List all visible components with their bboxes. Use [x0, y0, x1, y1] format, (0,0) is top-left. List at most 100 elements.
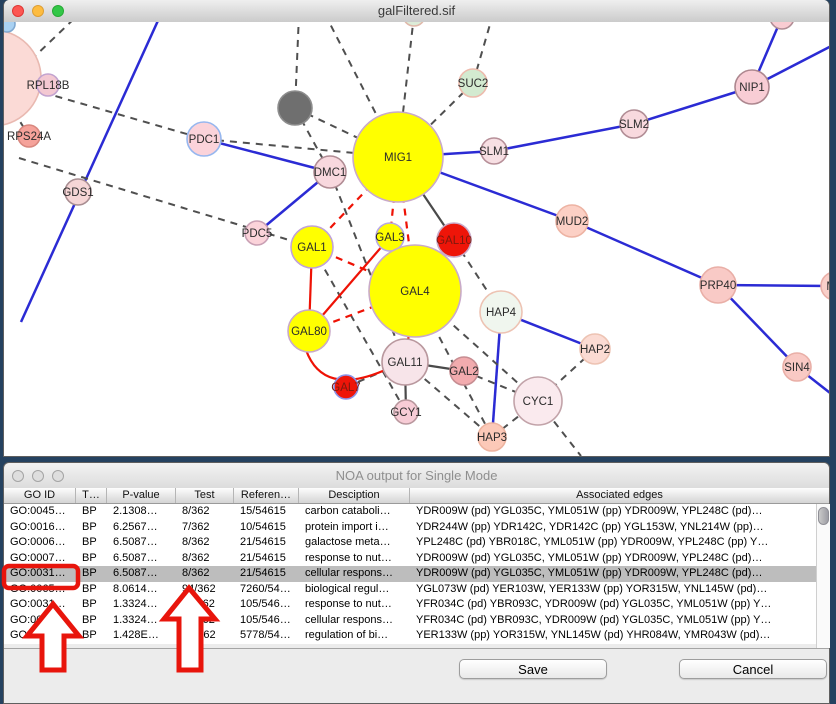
- cell: BP: [82, 629, 97, 641]
- node-slm1[interactable]: [480, 137, 508, 165]
- cell: protein import i…: [305, 520, 389, 533]
- cell: 2.1308…: [113, 505, 158, 517]
- cell: YER133W (pp) YOR315W, YNL145W (pd) YHR08…: [416, 629, 771, 641]
- table-row[interactable]: GO:0031… BP 6.5087… 8/362 21/54615 cellular r…: [4, 566, 816, 582]
- node-slm2[interactable]: [619, 109, 649, 139]
- table-scrollbar[interactable]: [816, 504, 830, 648]
- cell: 10/54615: [240, 520, 286, 533]
- edge-dash: [4, 80, 205, 140]
- close-button[interactable]: [12, 5, 24, 17]
- node-label-ms: MS: [826, 281, 829, 293]
- node-hap2[interactable]: [579, 333, 611, 365]
- node-mig1[interactable]: [352, 111, 444, 203]
- minimize-button[interactable]: [32, 5, 44, 17]
- node-prp40[interactable]: [699, 266, 737, 304]
- node-mud2[interactable]: [555, 204, 589, 238]
- node-topright[interactable]: [770, 22, 794, 30]
- node-gal1[interactable]: [290, 225, 334, 269]
- node-nip1[interactable]: [734, 69, 770, 105]
- zoom-button-inactive[interactable]: [52, 469, 64, 482]
- cell: 105/546…: [240, 613, 291, 626]
- node-rpl18b[interactable]: [36, 73, 60, 97]
- node-ms[interactable]: [820, 272, 829, 300]
- cell: 80/362: [182, 629, 216, 641]
- table-row[interactable]: GO:0006… BP 6.5087… 8/362 21/54615 galactose …: [4, 535, 816, 551]
- node-bigpink[interactable]: [4, 30, 42, 126]
- node-gal4[interactable]: [368, 244, 462, 338]
- column-header-associated-edges[interactable]: Associated edges: [576, 489, 663, 501]
- scrollbar-thumb[interactable]: [818, 507, 829, 525]
- node-label-gal2: GAL2: [449, 366, 478, 378]
- edge-dash: [537, 400, 582, 456]
- cell: 7/362: [182, 520, 210, 533]
- cell: cellular respons…: [305, 567, 394, 579]
- node-label-mud2: MUD2: [556, 216, 589, 228]
- minimize-button-inactive[interactable]: [32, 469, 44, 482]
- node-label-rpl18b: RPL18B: [27, 80, 70, 92]
- column-header-referen-[interactable]: Referen…: [234, 488, 299, 503]
- cell: YFR034C (pd) YBR093C, YDR009W (pd) YGL03…: [416, 598, 772, 610]
- save-button[interactable]: Save: [459, 659, 607, 679]
- node-label-gal11: GAL11: [388, 357, 423, 369]
- node-pdc5[interactable]: [244, 220, 270, 246]
- edge-dash: [491, 400, 539, 438]
- cell: BP: [82, 551, 97, 564]
- node-label-mig1: MIG1: [384, 152, 412, 164]
- node-label-gal10: GAL10: [436, 235, 472, 247]
- node-pdc1[interactable]: [186, 121, 222, 157]
- column-header-p-value[interactable]: P-value: [107, 488, 176, 503]
- table-row[interactable]: GO:0007… BP 6.5087… 8/362 21/54615 response t…: [4, 550, 816, 566]
- cell: 8.0614…: [113, 582, 158, 595]
- node-gal3[interactable]: [375, 222, 405, 252]
- cell: galactose meta…: [305, 536, 391, 548]
- cancel-button[interactable]: Cancel: [679, 659, 827, 679]
- node-gal7[interactable]: [333, 374, 359, 400]
- node-topgreen[interactable]: [403, 22, 425, 27]
- node-label-suc2: SUC2: [458, 78, 489, 90]
- node-suc2[interactable]: [458, 68, 488, 98]
- cell: BP: [82, 582, 97, 595]
- edge-blue: [493, 122, 635, 153]
- node-gal10[interactable]: [436, 222, 472, 258]
- node-label-sin4: SIN4: [784, 362, 810, 374]
- node-label-cyc1: CYC1: [523, 396, 554, 408]
- cell: GO:0007…: [10, 551, 66, 564]
- cell: 1.3324…: [113, 613, 158, 626]
- node-label-hap3: HAP3: [477, 432, 507, 444]
- node-label-rps24a: RPS24A: [7, 131, 51, 143]
- network-canvas[interactable]: RPL18B RPS24A GDS1 PDC1 PDC5 DMC1 MIG1 SUC2 SLM1…: [4, 22, 829, 456]
- node-gcy1[interactable]: [393, 399, 419, 425]
- column-header-test[interactable]: Test: [176, 488, 234, 503]
- cell: 11/362: [182, 598, 215, 610]
- noa-results-table: GO ID T… P-value Test Referen… Desciption Asso…: [4, 488, 829, 644]
- node-gal2[interactable]: [449, 356, 479, 386]
- node-gal80[interactable]: [287, 309, 331, 353]
- table-row[interactable]: GO:0031… BP 1.3324… 11/362 105/546… cellular …: [4, 612, 816, 628]
- node-gds1[interactable]: [64, 178, 92, 206]
- zoom-button[interactable]: [52, 5, 64, 17]
- cell: BP: [82, 505, 97, 517]
- table-row[interactable]: GO:0050… BP 1.428E… 80/362 5778/54… regulatio…: [4, 628, 816, 644]
- node-dmc1[interactable]: [313, 155, 347, 189]
- table-row[interactable]: GO:0016… BP 6.2567… 7/362 10/54615 protein im…: [4, 519, 816, 535]
- column-header-go-id[interactable]: GO ID: [4, 488, 76, 503]
- node-topleft[interactable]: [4, 22, 16, 33]
- close-button-inactive[interactable]: [12, 469, 24, 482]
- node-gal11[interactable]: [381, 338, 429, 386]
- table-row[interactable]: GO:0045… BP 2.1308… 8/362 15/54615 carbon cat…: [4, 504, 816, 520]
- node-sin4[interactable]: [782, 352, 812, 382]
- table-row[interactable]: GO:0031… BP 1.3324… 11/362 105/546… response …: [4, 597, 816, 613]
- node-cyc1[interactable]: [513, 376, 563, 426]
- node-rps24a[interactable]: [17, 124, 41, 148]
- node-label-gds1: GDS1: [62, 187, 93, 199]
- noa-window-title: NOA output for Single Mode: [335, 468, 498, 483]
- node-gray1[interactable]: [277, 90, 313, 126]
- network-window-title: galFiltered.sif: [377, 3, 456, 18]
- edge-dash: [397, 82, 474, 158]
- node-hap4[interactable]: [479, 290, 523, 334]
- table-row[interactable]: GO:0065… BP 8.0614… 94/362 7260/54… biologica…: [4, 581, 816, 597]
- cell: 8/362: [182, 567, 210, 579]
- node-hap3[interactable]: [477, 422, 507, 452]
- column-header-desciption[interactable]: Desciption: [299, 488, 410, 503]
- column-header-t-[interactable]: T…: [76, 488, 107, 503]
